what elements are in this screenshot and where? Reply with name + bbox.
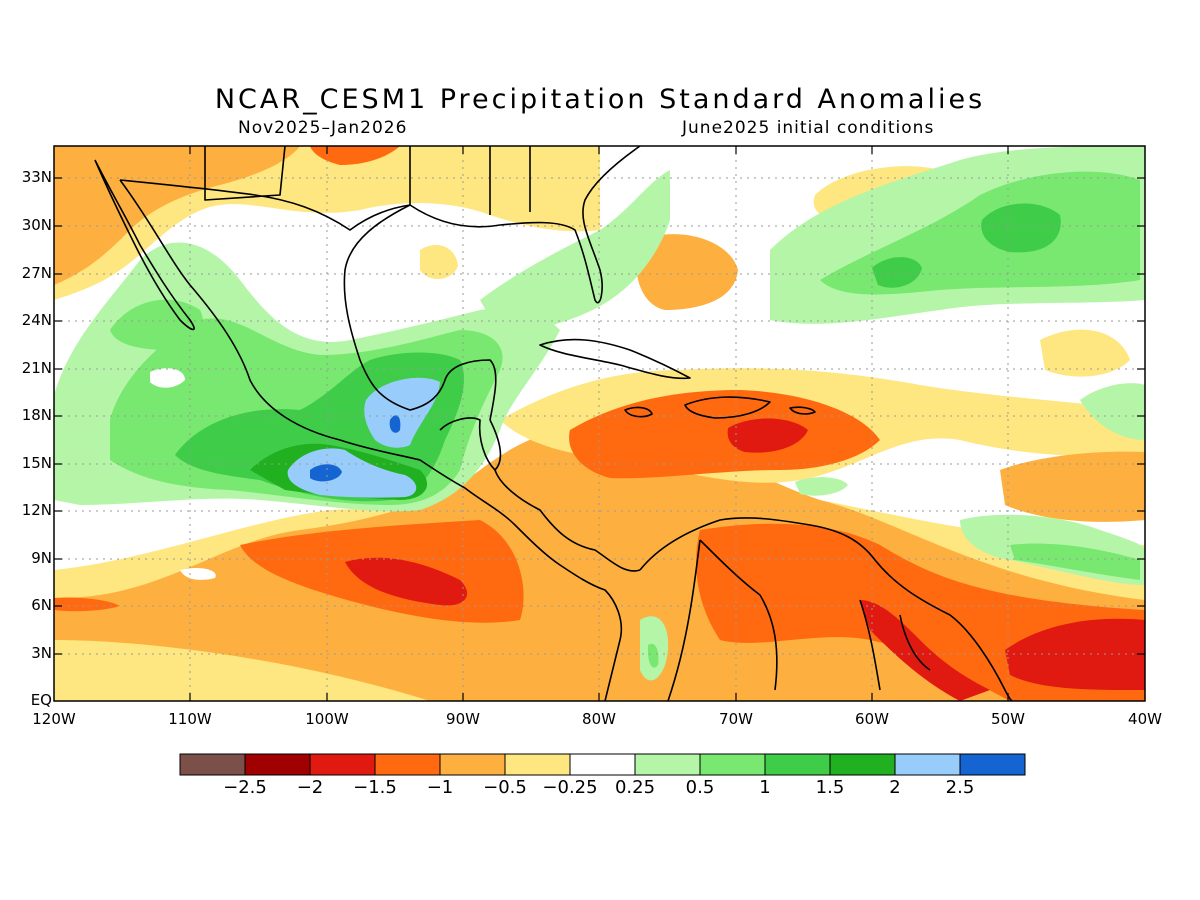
lon-label: 90W: [446, 710, 480, 728]
dry-max-atlantic: [1005, 618, 1145, 690]
wet-caribbean-spot: [795, 477, 848, 496]
wet-mexico-blue: [287, 448, 417, 498]
dry-max-caribbean: [727, 418, 808, 453]
dry-atlantic-east-2: [1040, 329, 1130, 377]
colorbar-swatch: [764, 753, 831, 776]
map-title: NCAR_CESM1 Precipitation Standard Anomal…: [214, 84, 986, 115]
colorbar-swatch: [504, 753, 571, 776]
colorbar-label: 1.5: [815, 777, 845, 798]
colorbar-swatch: [959, 753, 1026, 776]
colorbar-label: 0.25: [614, 777, 656, 798]
white-pacific-gap-2: [180, 567, 216, 580]
wet-yucatan-deep: [389, 415, 401, 433]
wet-baja: [110, 299, 204, 350]
dry-pacific-west-small: [54, 597, 120, 612]
dry-florida-patch: [636, 234, 738, 310]
dry-max-pacific: [345, 557, 468, 606]
colorbar: [179, 753, 1026, 776]
lon-label: 100W: [305, 710, 349, 728]
wet-atlantic-south-mid: [1010, 543, 1140, 580]
wet-atlantic-ne-core2: [872, 257, 922, 288]
lon-label: 120W: [32, 710, 76, 728]
lat-label: 6N: [31, 596, 52, 614]
colorbar-swatch: [439, 753, 506, 776]
map-grid: [54, 146, 1145, 701]
colorbar-swatch: [829, 753, 896, 776]
white-pacific-gap: [150, 368, 185, 388]
colorbar-label: −1: [426, 777, 454, 798]
lon-label: 80W: [582, 710, 616, 728]
dry-us-south-orange: [54, 146, 300, 285]
dry-gulf-spot: [420, 245, 458, 280]
lat-label: 24N: [21, 311, 52, 329]
forecast-period: Nov2025–Jan2026: [238, 118, 408, 138]
wet-gulf-band: [480, 170, 670, 335]
colorbar-label: 0.5: [685, 777, 715, 798]
colorbar-label: −2: [296, 777, 324, 798]
lat-label: 33N: [21, 168, 52, 186]
wet-atlantic-east: [1080, 383, 1145, 440]
lat-label: 18N: [21, 406, 52, 424]
anomaly-field: [54, 146, 1145, 701]
lat-label: 30N: [21, 216, 52, 234]
colorbar-swatch: [634, 753, 701, 776]
dry-max-sa-coast: [860, 600, 990, 701]
wet-mexico-blue-deep: [310, 464, 342, 482]
lat-label: 9N: [31, 549, 52, 567]
colorbar-label: 2.5: [945, 777, 975, 798]
colorbar-swatch: [699, 753, 766, 776]
lat-label: 21N: [21, 359, 52, 377]
colorbar-label: 2: [889, 777, 901, 798]
colorbar-label: −0.5: [483, 777, 527, 798]
colorbar-swatch: [309, 753, 376, 776]
colorbar-swatch: [894, 753, 961, 776]
dry-atlantic-east: [1000, 451, 1145, 522]
colorbar-label: −1.5: [353, 777, 397, 798]
coastlines: [94, 146, 1013, 701]
lat-label: 12N: [21, 501, 52, 519]
initial-conditions: June2025 initial conditions: [682, 118, 935, 138]
wet-atlantic-ne-core: [981, 203, 1061, 253]
lat-label: 15N: [21, 454, 52, 472]
colorbar-swatch: [374, 753, 441, 776]
dry-us-orange-2: [310, 146, 400, 165]
lat-label: EQ: [30, 691, 52, 709]
axis-ticks: [54, 146, 1145, 701]
lon-label: 70W: [719, 710, 753, 728]
colorbar-label: 1: [759, 777, 771, 798]
wet-equator-spot-mid: [647, 643, 659, 668]
colorbar-label: −2.5: [223, 777, 267, 798]
colorbar-swatch: [179, 753, 246, 776]
dry-band-caribbean-orange: [569, 390, 880, 479]
lat-label: 3N: [31, 644, 52, 662]
lon-label: 50W: [991, 710, 1025, 728]
lon-label: 40W: [1128, 710, 1162, 728]
colorbar-swatch: [569, 753, 636, 776]
colorbar-swatch: [244, 753, 311, 776]
lon-label: 110W: [168, 710, 212, 728]
colorbar-label: −0.25: [542, 777, 598, 798]
lat-label: 27N: [21, 264, 52, 282]
lon-label: 60W: [855, 710, 889, 728]
